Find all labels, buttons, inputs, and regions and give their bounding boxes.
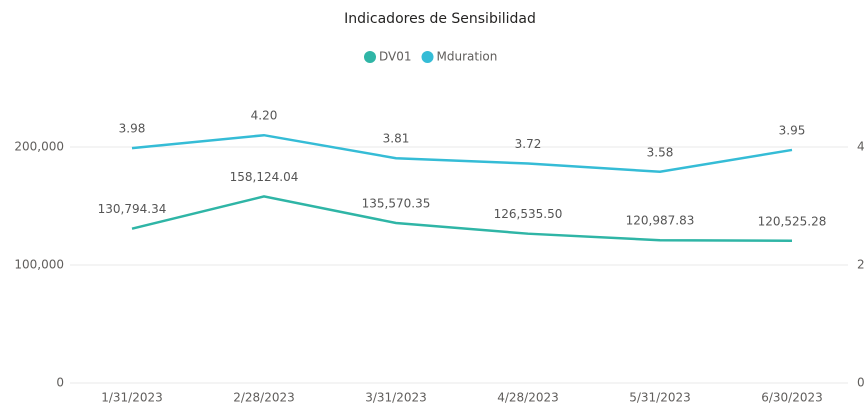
data-label: 130,794.34 (98, 202, 167, 216)
x-tick-label: 2/28/2023 (233, 391, 295, 404)
legend-label: DV01 (379, 50, 412, 64)
x-tick-label: 3/31/2023 (365, 391, 427, 404)
y2-tick-label: 4 (857, 140, 865, 154)
data-label: 135,570.35 (362, 197, 431, 211)
y2-tick-label: 2 (857, 258, 865, 272)
line (131, 195, 793, 243)
line (131, 133, 793, 174)
data-label: 158,124.04 (230, 170, 299, 184)
data-label: 120,525.28 (758, 214, 827, 228)
y-tick-label: 0 (56, 376, 64, 390)
x-tick-label: 4/28/2023 (497, 391, 559, 404)
y-tick-label: 100,000 (14, 258, 64, 272)
data-label: 3.72 (515, 137, 542, 151)
legend-label: Mduration (437, 50, 498, 64)
x-tick-label: 1/31/2023 (101, 391, 163, 404)
legend-marker (421, 51, 434, 63)
legend-marker (364, 51, 376, 63)
data-label: 3.98 (119, 122, 146, 136)
data-label: 3.58 (647, 145, 674, 159)
x-tick-label: 6/30/2023 (761, 391, 823, 404)
data-label: 3.95 (779, 123, 806, 137)
data-label: 4.20 (251, 109, 278, 123)
data-label: 3.81 (383, 132, 410, 146)
data-label: 120,987.83 (626, 214, 695, 228)
y-tick-label: 200,000 (14, 140, 64, 154)
x-tick-label: 5/31/2023 (629, 391, 691, 404)
y2-tick-label: 0 (857, 376, 865, 390)
data-label: 126,535.50 (494, 207, 563, 221)
chart-title: Indicadores de Sensibilidad (344, 11, 536, 27)
